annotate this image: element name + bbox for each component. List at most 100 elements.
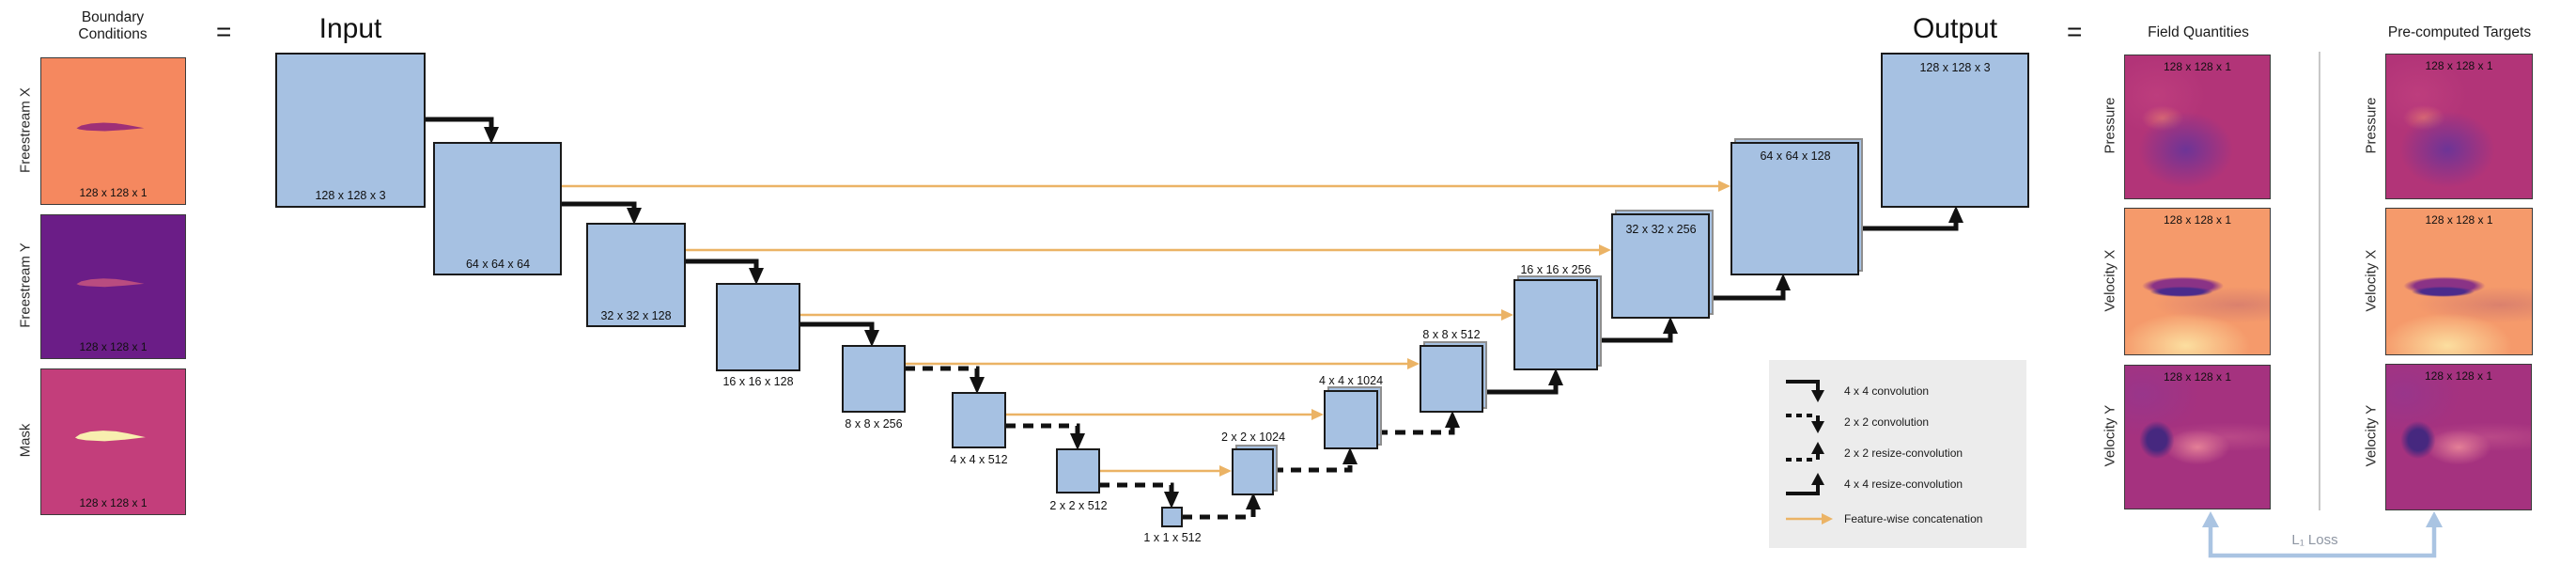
freestream-x-dims: 128 x 128 x 1 bbox=[79, 186, 147, 199]
legend-label: 2 x 2 convolution bbox=[1844, 415, 1930, 429]
solid-down-arrow-icon bbox=[1786, 379, 1824, 402]
legend-item-2x2-conv: 2 x 2 convolution bbox=[1784, 406, 2026, 437]
velocity-x-field-dims: 128 x 128 x 1 bbox=[2163, 213, 2232, 227]
target-velocity-x-dims: 128 x 128 x 1 bbox=[2425, 213, 2493, 227]
loss-bracket-line bbox=[2208, 525, 2437, 558]
airfoil-shape bbox=[74, 431, 146, 442]
block-label: 32 x 32 x 256 bbox=[1625, 223, 1696, 236]
loss-arrow-up-right bbox=[2426, 511, 2443, 527]
equals-left: = bbox=[216, 17, 232, 46]
pressure-field-image: 128 x 128 x 1 bbox=[2124, 55, 2271, 199]
block-dec-8 bbox=[1420, 345, 1483, 413]
block-labels: 128 x 128 x 3 64 x 64 x 64 32 x 32 x 128… bbox=[315, 61, 1990, 544]
block-label: 8 x 8 x 256 bbox=[845, 417, 902, 431]
block-label: 8 x 8 x 512 bbox=[1422, 328, 1480, 341]
target-velocity-x-image: 128 x 128 x 1 bbox=[2385, 208, 2533, 355]
block-dec-4 bbox=[1324, 390, 1378, 449]
equals-right: = bbox=[2067, 17, 2083, 46]
block-label: 128 x 128 x 3 bbox=[315, 189, 385, 202]
block-output-128 bbox=[1881, 53, 2029, 208]
mask-image: 128 x 128 x 1 bbox=[40, 368, 186, 515]
concat-connections bbox=[561, 180, 1730, 477]
legend-label: 4 x 4 resize-convolution bbox=[1844, 477, 1963, 491]
block-dec-64 bbox=[1730, 142, 1859, 275]
conv-arrow-input-64 bbox=[425, 117, 499, 144]
target-pressure-label: Pressure bbox=[2363, 97, 2380, 154]
dashed-down-arrow-icon bbox=[1786, 413, 1824, 433]
legend-label: 4 x 4 convolution bbox=[1844, 384, 1930, 398]
block-input-128 bbox=[275, 53, 426, 208]
block-label: 32 x 32 x 128 bbox=[600, 309, 671, 322]
legend-item-concat: Feature-wise concatenation bbox=[1784, 503, 2026, 534]
field-quantities-header: Field Quantities bbox=[2148, 24, 2249, 40]
block-label: 1 x 1 x 512 bbox=[1143, 531, 1201, 544]
block-dec-2 bbox=[1232, 448, 1274, 495]
block-label: 2 x 2 x 1024 bbox=[1221, 431, 1285, 444]
block-enc-16 bbox=[716, 283, 800, 371]
loss-arrow-up-left bbox=[2202, 511, 2219, 527]
resize-arrow-4-8 bbox=[1377, 411, 1460, 435]
unet-blocks bbox=[275, 53, 2029, 527]
l1-loss-bracket bbox=[2202, 511, 2443, 558]
resize-arrow-32-64 bbox=[1709, 274, 1791, 301]
pressure-label: Pressure bbox=[2102, 97, 2118, 154]
velocity-x-field-image: 128 x 128 x 1 bbox=[2124, 208, 2271, 355]
target-velocity-y-label: Velocity Y bbox=[2363, 404, 2380, 467]
input-title: Input bbox=[318, 13, 382, 44]
conv-arrow-2-1 bbox=[1099, 482, 1179, 509]
freestream-y-image: 128 x 128 x 1 bbox=[40, 214, 186, 359]
legend-item-4x4-resize-conv: 4 x 4 resize-convolution bbox=[1784, 468, 2026, 499]
orange-right-arrow-icon bbox=[1786, 512, 1833, 525]
block-enc-8 bbox=[842, 345, 906, 413]
conv-arrows bbox=[425, 117, 1963, 520]
legend-box: 4 x 4 convolution 2 x 2 convolution 2 x … bbox=[1769, 360, 2026, 548]
resize-arrow-2-4 bbox=[1273, 447, 1358, 473]
resize-arrow-1-2 bbox=[1182, 493, 1261, 520]
airfoil-shape bbox=[76, 122, 145, 132]
block-enc-2 bbox=[1056, 448, 1100, 494]
target-velocity-y-dims: 128 x 128 x 1 bbox=[2424, 369, 2493, 383]
legend-item-4x4-conv: 4 x 4 convolution bbox=[1784, 375, 2026, 406]
column-divider bbox=[2319, 52, 2320, 510]
velocity-y-field-image: 128 x 128 x 1 bbox=[2124, 365, 2271, 509]
conv-arrow-4-2 bbox=[1005, 423, 1085, 450]
velocity-x-label: Velocity X bbox=[2102, 249, 2118, 312]
pressure-field-dims: 128 x 128 x 1 bbox=[2163, 60, 2232, 73]
output-title: Output bbox=[1912, 13, 1998, 44]
block-label: 64 x 64 x 128 bbox=[1760, 149, 1830, 163]
mask-dims: 128 x 128 x 1 bbox=[79, 496, 147, 509]
block-enc-32 bbox=[586, 223, 686, 327]
block-label: 128 x 128 x 3 bbox=[1919, 61, 1990, 74]
legend-label: 2 x 2 resize-convolution bbox=[1844, 446, 1963, 460]
block-label: 2 x 2 x 512 bbox=[1049, 499, 1107, 512]
conv-arrow-16-8 bbox=[799, 321, 879, 347]
block-dec-32 bbox=[1611, 213, 1710, 319]
block-label: 64 x 64 x 64 bbox=[466, 258, 530, 271]
target-velocity-x-label: Velocity X bbox=[2363, 249, 2380, 312]
velocity-y-label: Velocity Y bbox=[2102, 404, 2118, 467]
block-label: 4 x 4 x 1024 bbox=[1319, 374, 1383, 387]
boundary-conditions-header: Boundary Conditions bbox=[78, 9, 147, 42]
dashed-up-arrow-icon bbox=[1786, 441, 1824, 462]
precomputed-targets-header: Pre-computed Targets bbox=[2387, 24, 2532, 40]
block-enc-4 bbox=[952, 392, 1006, 448]
airfoil-shape bbox=[76, 278, 145, 288]
conv-arrow-64-32 bbox=[561, 201, 642, 225]
block-label: 16 x 16 x 256 bbox=[1520, 263, 1591, 276]
target-pressure-image: 128 x 128 x 1 bbox=[2385, 54, 2533, 199]
freestream-y-dims: 128 x 128 x 1 bbox=[79, 340, 147, 353]
block-dec-16 bbox=[1513, 279, 1598, 370]
resize-arrow-16-32 bbox=[1597, 317, 1678, 343]
block-label: 16 x 16 x 128 bbox=[722, 375, 793, 388]
target-velocity-y-image: 128 x 128 x 1 bbox=[2385, 364, 2532, 510]
block-enc-64 bbox=[433, 142, 562, 275]
velocity-y-field-dims: 128 x 128 x 1 bbox=[2163, 370, 2232, 384]
freestream-x-image: 128 x 128 x 1 bbox=[40, 57, 186, 205]
resize-arrow-8-16 bbox=[1482, 368, 1563, 395]
block-label: 4 x 4 x 512 bbox=[950, 453, 1007, 466]
legend-item-2x2-resize-conv: 2 x 2 resize-convolution bbox=[1784, 437, 2026, 468]
legend-label: Feature-wise concatenation bbox=[1844, 511, 1983, 525]
target-pressure-dims: 128 x 128 x 1 bbox=[2425, 59, 2493, 72]
resize-arrow-64-output bbox=[1858, 206, 1963, 231]
